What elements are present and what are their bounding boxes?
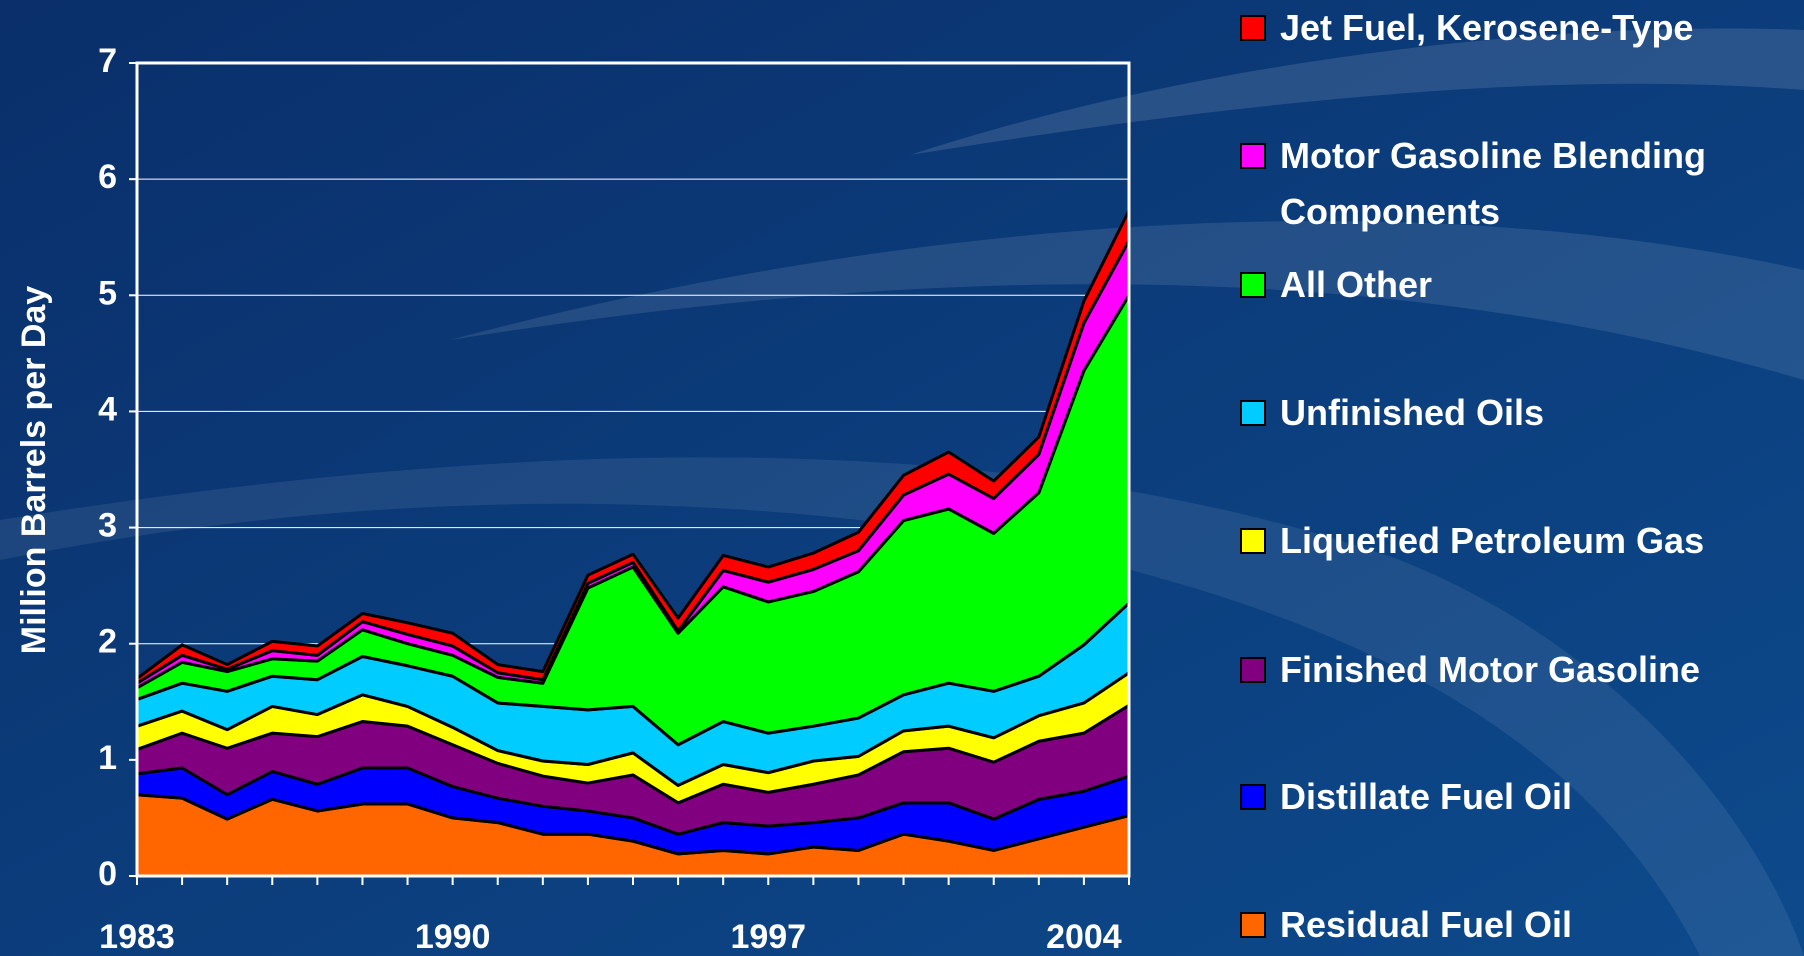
y-tick-label: 4 [98, 390, 117, 428]
legend-label: Jet Fuel, Kerosene-Type [1280, 0, 1693, 56]
legend-item: Liquefied Petroleum Gas [1240, 513, 1800, 569]
legend-swatch [1240, 784, 1266, 810]
legend-swatch [1240, 15, 1266, 41]
legend-label: Residual Fuel Oil [1280, 897, 1572, 953]
legend-swatch [1240, 657, 1266, 683]
y-axis-title: Million Barrels per Day [15, 286, 53, 655]
x-tick-label: 1997 [730, 918, 806, 956]
y-tick-label: 1 [98, 739, 117, 777]
legend-label: Distillate Fuel Oil [1280, 769, 1572, 825]
legend-item: All Other [1240, 257, 1800, 313]
legend-swatch [1240, 400, 1266, 426]
page: Million Barrels per Day 0 1 2 3 4 5 6 7 1983 1990… [0, 0, 1804, 956]
legend-item: Motor Gasoline Blending Components [1240, 128, 1800, 240]
legend-swatch [1240, 143, 1266, 169]
y-tick-label: 2 [98, 623, 117, 661]
legend-item: Jet Fuel, Kerosene-Type [1240, 0, 1800, 56]
legend-item: Distillate Fuel Oil [1240, 769, 1800, 825]
legend-label: Finished Motor Gasoline [1280, 642, 1700, 698]
legend-label: Unfinished Oils [1280, 385, 1544, 441]
legend-label: Liquefied Petroleum Gas [1280, 513, 1704, 569]
legend-label: All Other [1280, 257, 1432, 313]
legend-swatch [1240, 528, 1266, 554]
y-tick-label: 0 [98, 855, 117, 893]
x-tick-label: 1983 [99, 918, 175, 956]
legend-swatch [1240, 912, 1266, 938]
x-tick-label: 2004 [1046, 918, 1122, 956]
legend-item: Unfinished Oils [1240, 385, 1800, 441]
x-tick-label: 1990 [415, 918, 491, 956]
legend-swatch [1240, 272, 1266, 298]
y-tick-label: 3 [98, 507, 117, 545]
y-tick-label: 5 [98, 274, 117, 312]
legend-item: Finished Motor Gasoline [1240, 642, 1800, 698]
y-tick-label: 7 [98, 42, 117, 80]
y-tick-label: 6 [98, 158, 117, 196]
legend-item: Residual Fuel Oil [1240, 897, 1800, 953]
legend-label: Motor Gasoline Blending Components [1280, 128, 1800, 240]
